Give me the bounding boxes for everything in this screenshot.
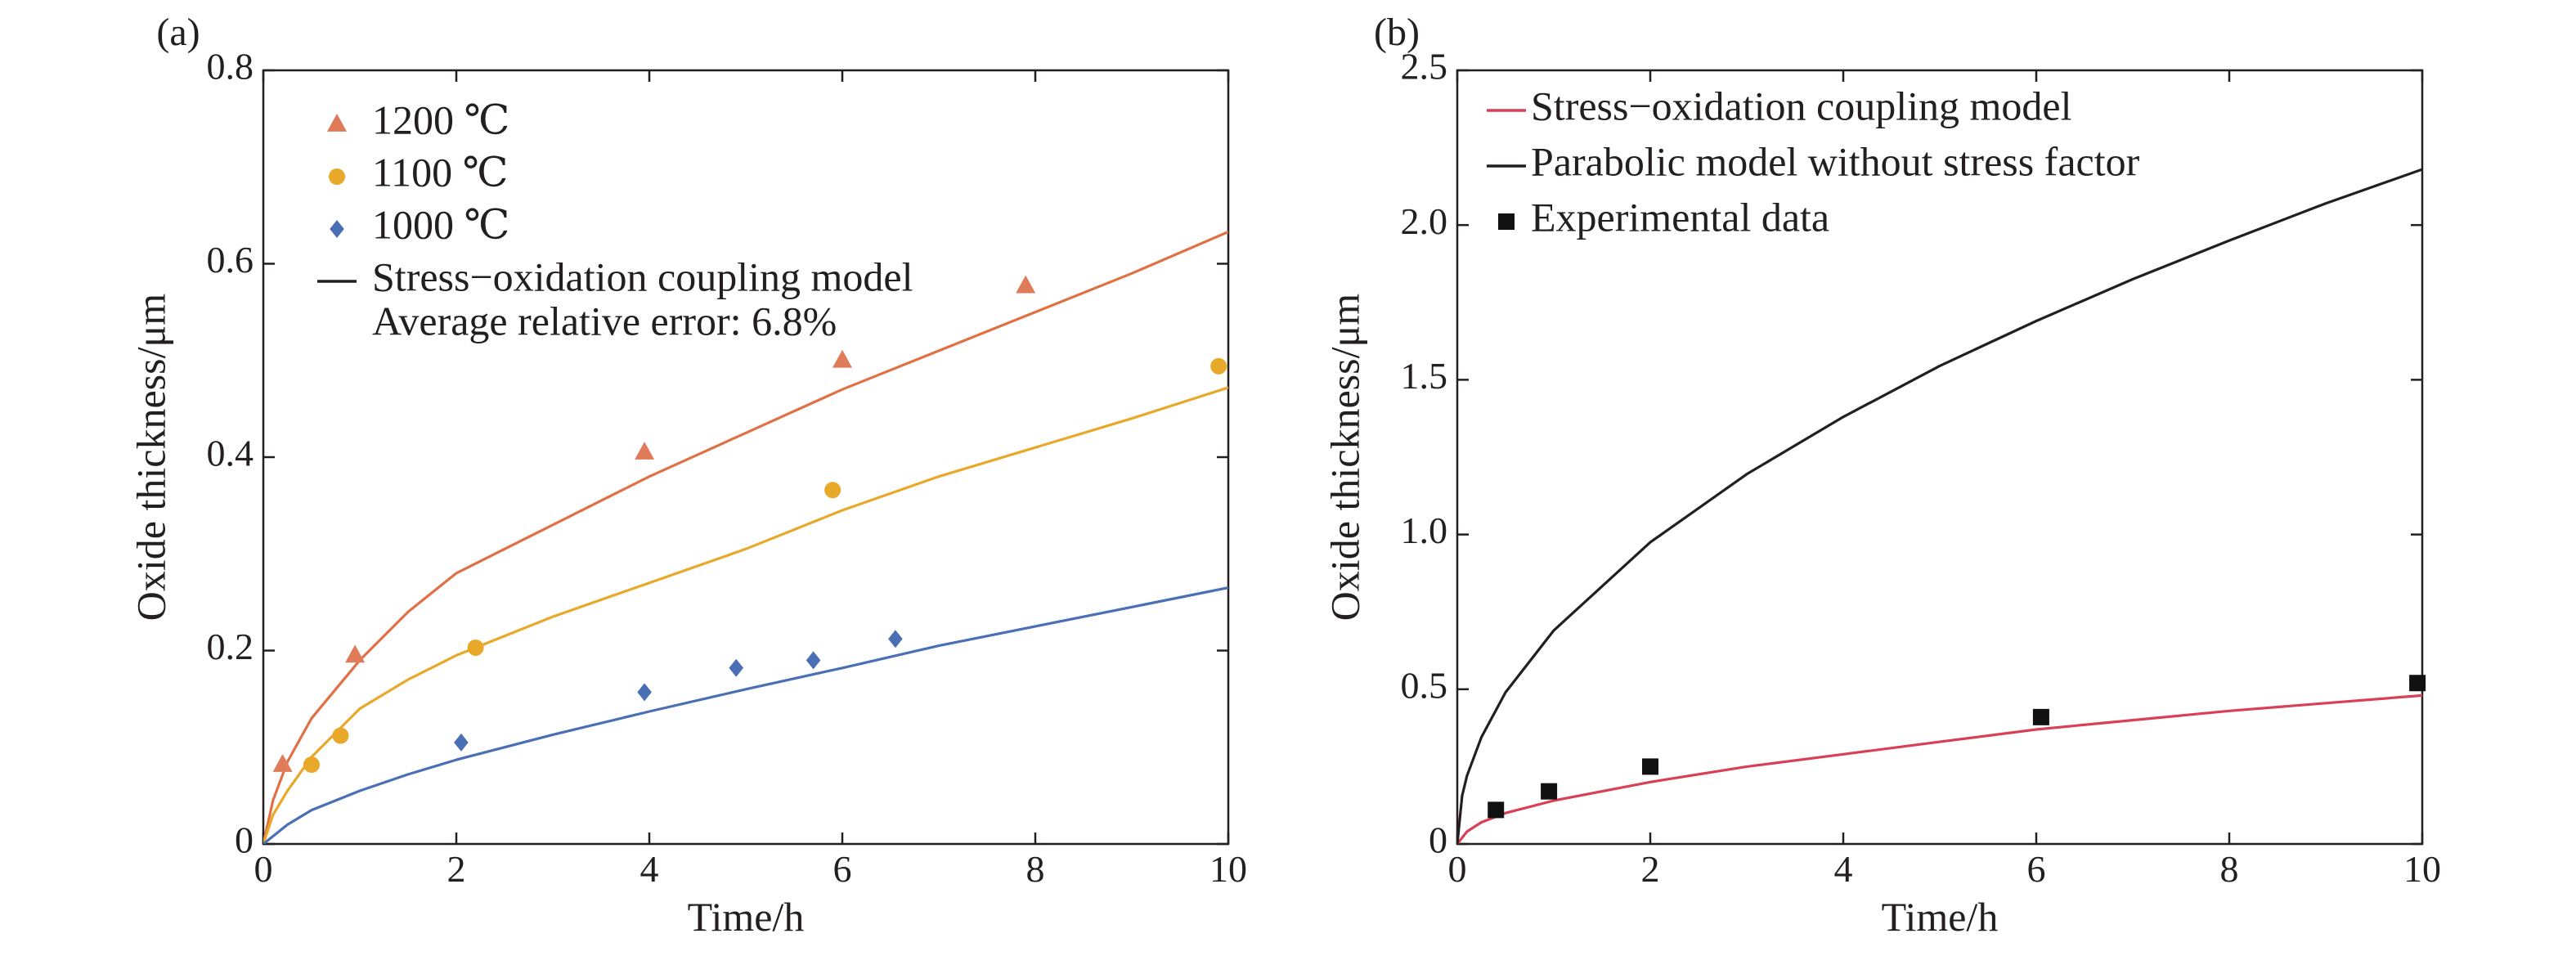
legend-triangle-swatch — [327, 113, 347, 132]
data-point-triangle — [1016, 275, 1036, 294]
legend-label: Experimental data — [1531, 194, 1829, 240]
data-point-circle — [1210, 357, 1227, 375]
legend-label: Parabolic model without stress factor — [1531, 138, 2140, 184]
data-point-triangle — [832, 349, 852, 368]
y-tick-label: 0 — [235, 819, 254, 861]
y-tick-label: 1.0 — [1401, 509, 1448, 551]
x-tick-label: 8 — [2220, 848, 2239, 890]
x-axis-title: Time/h — [688, 894, 805, 940]
y-tick-label: 0.6 — [207, 239, 254, 281]
data-point-diamond — [637, 683, 652, 702]
x-tick-label: 10 — [1209, 848, 1247, 890]
data-point-circle — [824, 482, 841, 499]
x-tick-label: 0 — [1448, 848, 1467, 890]
x-tick-label: 6 — [833, 848, 852, 890]
y-axis-title: Oxide thickness/μm — [1322, 294, 1367, 621]
legend-diamond-swatch — [330, 220, 344, 238]
y-tick-label: 0 — [1429, 819, 1447, 861]
data-point-diamond — [729, 658, 743, 677]
legend-circle-swatch — [329, 168, 345, 185]
chart-panel-b: (b) 0 2 4 6 8 10 0 0.5 1.0 1.5 2.0 2.5 Time/h Oxide th… — [1322, 11, 2441, 940]
series-line-0 — [1457, 693, 2422, 844]
y-tick-label: 0.2 — [207, 626, 254, 667]
data-point-triangle — [635, 442, 655, 460]
series-line-3 — [263, 231, 1228, 844]
x-tick-label: 10 — [2403, 848, 2441, 890]
y-tick-label: 2.0 — [1401, 200, 1448, 242]
data-point-square — [1488, 801, 1505, 819]
x-tick-label: 2 — [447, 848, 466, 890]
x-axis-title: Time/h — [1882, 894, 1999, 940]
y-tick-label: 0.4 — [207, 433, 254, 474]
x-tick-label: 4 — [1834, 848, 1853, 890]
series-line-5 — [263, 586, 1228, 844]
x-tick-label: 2 — [1641, 848, 1660, 890]
data-point-square — [1541, 783, 1558, 800]
x-tick-label: 6 — [2027, 848, 2046, 890]
x-tick-label: 8 — [1026, 848, 1045, 890]
series-line-4 — [263, 386, 1228, 844]
chart-panel-a: (a) 0 2 4 6 8 10 0 0.2 0.4 0.6 0.8 Time/h Oxide thick… — [128, 11, 1247, 940]
x-tick-label: 0 — [254, 848, 273, 890]
legend-label: 1000 ℃ — [372, 201, 509, 247]
data-point-square — [1642, 758, 1658, 775]
data-point-triangle — [272, 754, 293, 772]
data-point-diamond — [806, 651, 821, 670]
series-line-1 — [1457, 168, 2422, 844]
plot-frame — [1456, 69, 2424, 846]
legend-label: 1200 ℃ — [372, 96, 509, 142]
x-tick-label: 4 — [640, 848, 659, 890]
y-tick-label: 0.8 — [207, 46, 254, 88]
data-point-circle — [303, 756, 320, 774]
y-tick-label: 2.5 — [1401, 46, 1448, 88]
data-point-square — [2032, 708, 2049, 725]
legend-label: 1100 ℃ — [372, 149, 509, 195]
y-tick-label: 0.5 — [1401, 664, 1448, 706]
legend-label: Stress−oxidation coupling model — [372, 254, 913, 299]
data-point-square — [2409, 675, 2426, 692]
data-point-triangle — [345, 644, 366, 663]
y-axis-title: Oxide thickness/μm — [128, 294, 173, 621]
data-point-diamond — [454, 733, 469, 752]
data-point-circle — [332, 727, 349, 744]
data-point-diamond — [888, 630, 903, 649]
y-tick-label: 1.5 — [1401, 355, 1448, 397]
panel-label: (b) — [1374, 11, 1420, 54]
legend-square-swatch — [1498, 213, 1515, 230]
legend-label: Stress−oxidation coupling model — [1531, 83, 2071, 128]
data-point-circle — [467, 639, 484, 656]
annotation-text: Average relative error: 6.8% — [372, 298, 837, 343]
panel-label: (a) — [156, 11, 200, 54]
